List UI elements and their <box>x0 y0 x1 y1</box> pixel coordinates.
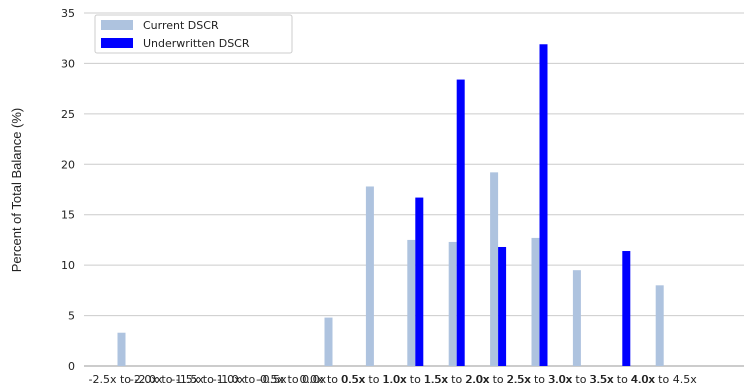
x-tick-label: -2.5x to -2.0x <box>89 373 163 386</box>
x-tick-label: -0.5x to 0.0x <box>256 373 327 386</box>
x-tick-label: 3.0x to 3.5x <box>548 373 615 386</box>
legend: Current DSCR Underwritten DSCR <box>94 14 293 54</box>
bar-current-dscr <box>117 332 126 366</box>
y-tick-label: 0 <box>68 360 75 373</box>
bar-current-dscr <box>365 186 374 366</box>
y-tick-label: 20 <box>61 158 75 171</box>
x-tick-label: 2.0x to 2.5x <box>465 373 532 386</box>
legend-swatch-underwritten <box>101 38 133 48</box>
legend-label-underwritten: Underwritten DSCR <box>143 37 250 50</box>
bar-current-dscr <box>324 317 333 366</box>
legend-swatch-current <box>101 20 133 30</box>
bar-underwritten-dscr <box>456 79 465 367</box>
x-tick-label: 0.5x to 1.0x <box>341 373 408 386</box>
bar-underwritten-dscr <box>622 251 631 366</box>
x-tick-label: 1.5x to 2.0x <box>424 373 491 386</box>
x-tick-label: -1.0x to -0.5x <box>213 373 287 386</box>
bar-current-dscr <box>490 172 499 366</box>
y-axis-label: Percent of Total Balance (%) <box>9 108 24 273</box>
x-tick-label: 1.0x to 1.5x <box>382 373 449 386</box>
y-tick-label: 15 <box>61 209 75 222</box>
bar-current-dscr <box>655 285 664 366</box>
x-tick-label: -2.0x to -1.5x <box>130 373 204 386</box>
y-tick-label: 35 <box>61 7 75 20</box>
y-tick-label: 5 <box>68 310 75 323</box>
x-tick-label: 0.0x to 0.5x <box>299 373 366 386</box>
bar-current-dscr <box>407 239 416 366</box>
x-axis-ticks: -2.5x to -2.0x-2.0x to -1.5x-1.5x to -1.… <box>89 373 698 386</box>
y-tick-label: 30 <box>61 57 75 70</box>
x-tick-label: 2.5x to 3.0x <box>506 373 573 386</box>
bar-current-dscr <box>572 270 581 366</box>
x-tick-label: 3.5x to 4.0x <box>589 373 656 386</box>
y-axis-ticks: 0 5 10 15 20 25 30 35 <box>61 7 75 373</box>
bar-current-dscr <box>448 241 457 366</box>
y-tick-label: 10 <box>61 259 75 272</box>
x-tick-label: -1.5x to -1.0x <box>171 373 245 386</box>
legend-label-current: Current DSCR <box>143 19 219 32</box>
bar-current-dscr <box>531 237 540 366</box>
bar-underwritten-dscr <box>415 197 424 366</box>
bar-underwritten-dscr <box>498 246 507 366</box>
bars <box>117 44 664 367</box>
y-tick-label: 25 <box>61 108 75 121</box>
legend-box <box>94 14 293 54</box>
x-tick-label: 4.0x to 4.5x <box>631 373 698 386</box>
bar-underwritten-dscr <box>539 44 548 366</box>
